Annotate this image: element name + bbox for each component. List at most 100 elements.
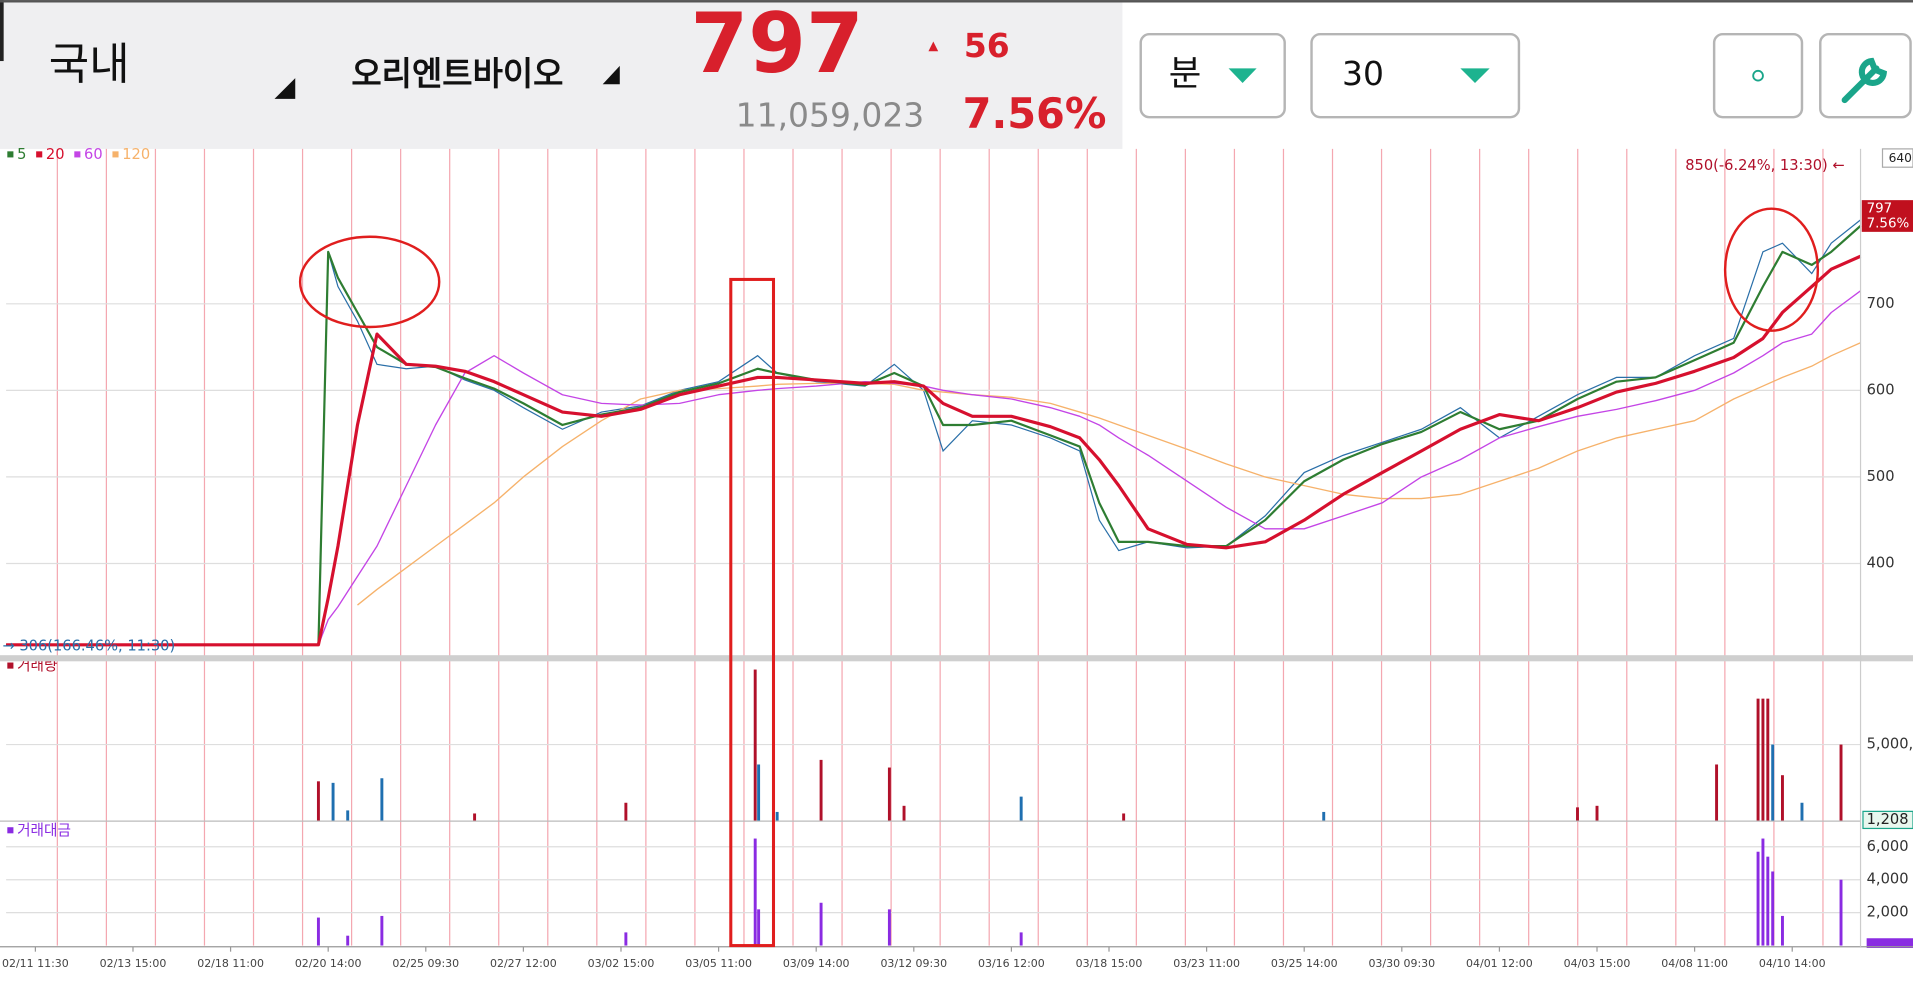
- legend-swatch: [74, 151, 81, 158]
- gear-icon[interactable]: [1752, 69, 1764, 82]
- x-tick-label: 03/05 11:00: [685, 957, 752, 970]
- legend-label: 120: [122, 146, 150, 163]
- bar: [624, 932, 628, 946]
- current-change-label: 7.56%: [1867, 216, 1910, 231]
- top-label-box: [1881, 148, 1913, 168]
- stock-name[interactable]: 오리엔트바이오: [351, 54, 563, 93]
- bar: [316, 917, 320, 946]
- bar: [346, 935, 350, 946]
- separators: [56, 148, 1824, 946]
- settings-button[interactable]: [1712, 32, 1804, 119]
- y-tick-label: 6,000: [1867, 838, 1909, 855]
- bar: [775, 811, 779, 822]
- y-tick-label: 600: [1867, 381, 1895, 398]
- panel-swatch: [7, 827, 14, 834]
- panel-title: 거래대금: [17, 822, 71, 839]
- change-pct: 7.56%: [963, 89, 1107, 138]
- bar: [624, 802, 628, 822]
- legend-swatch: [112, 151, 119, 158]
- unit-value[interactable]: 분: [1169, 54, 1202, 95]
- header-bar: [0, 0, 1123, 149]
- bar: [473, 813, 477, 822]
- bar: [1800, 802, 1804, 822]
- bar: [1771, 744, 1775, 822]
- y-tick-label: 400: [1867, 554, 1895, 571]
- x-tick-label: 03/23 11:00: [1173, 957, 1240, 970]
- x-tick-label: 02/13 15:00: [100, 957, 167, 970]
- bar: [380, 915, 384, 946]
- top-label: 640: [1889, 151, 1912, 165]
- bar: [887, 909, 891, 946]
- bar: [753, 669, 757, 822]
- user-rect: [729, 277, 776, 948]
- legend-swatch: [36, 151, 43, 158]
- price: 797: [691, 0, 864, 92]
- price-line: [6, 219, 1861, 646]
- x-tick-label: 02/11 11:30: [2, 957, 69, 970]
- period-dropdown[interactable]: [1310, 32, 1521, 119]
- bar: [1595, 805, 1599, 822]
- bar: [1322, 811, 1326, 822]
- volume: 11,059,023: [736, 96, 925, 135]
- bar: [1766, 856, 1770, 946]
- bar: [757, 909, 761, 946]
- bar: [1766, 698, 1770, 822]
- user-ellipse: [1723, 207, 1820, 332]
- up-arrow: [928, 41, 939, 52]
- y-tick-label: 500: [1867, 468, 1895, 485]
- bar: [757, 764, 761, 822]
- dropdown-arrow[interactable]: [1228, 68, 1257, 84]
- market[interactable]: 국내: [49, 39, 130, 90]
- bar: [331, 782, 335, 822]
- bar: [819, 759, 823, 822]
- x-tick-label: 03/09 14:00: [783, 957, 850, 970]
- bar: [1715, 764, 1719, 822]
- bar: [1756, 851, 1760, 946]
- x-tick-label: 04/01 12:00: [1466, 957, 1533, 970]
- dropdown-arrow[interactable]: [274, 78, 296, 99]
- ma-line: [357, 342, 1861, 606]
- edge-top: [0, 0, 1913, 3]
- dropdown-arrow[interactable]: [1460, 68, 1490, 84]
- x-tick-label: 03/16 12:00: [978, 957, 1045, 970]
- x-tick-label: 03/30 09:30: [1368, 957, 1435, 970]
- change: 56: [964, 26, 1010, 65]
- panel-divider: [0, 655, 1913, 662]
- bar: [1780, 915, 1784, 946]
- period-value[interactable]: 30: [1342, 54, 1384, 93]
- bar: [902, 805, 906, 822]
- max-label: 850(-6.24%, 13:30) ←: [1685, 157, 1844, 174]
- legend-label: 20: [46, 146, 65, 163]
- ma-line: [6, 225, 1862, 646]
- unit-dropdown[interactable]: [1139, 32, 1286, 119]
- bar: [1771, 871, 1775, 946]
- legend-swatch: [7, 151, 14, 158]
- dropdown-arrow[interactable]: [602, 65, 620, 85]
- x-tick-label: 04/08 11:00: [1661, 957, 1728, 970]
- x-tick-label: 02/27 12:00: [490, 957, 557, 970]
- min-label: → 306(166.46%, 11:30): [2, 638, 175, 655]
- bar: [1780, 775, 1784, 822]
- y-tick-label: 2,000: [1867, 904, 1909, 921]
- x-tick-label: 03/12 09:30: [880, 957, 947, 970]
- bar: [819, 902, 823, 946]
- bar: [1839, 879, 1843, 946]
- bar: [887, 767, 891, 822]
- current-amount-box: [1866, 938, 1913, 949]
- x-tick-label: 04/10 14:00: [1759, 957, 1826, 970]
- x-tick-label: 02/20 14:00: [295, 957, 362, 970]
- bar: [316, 781, 320, 822]
- x-tick-label: 03/18 15:00: [1076, 957, 1143, 970]
- x-tick-label: 03/02 15:00: [588, 957, 655, 970]
- wrench-icon[interactable]: [1841, 57, 1888, 104]
- legend-label: 5: [17, 146, 26, 163]
- bar: [1019, 796, 1023, 822]
- bar: [1839, 744, 1843, 822]
- y-tick-label: 5,000,0: [1867, 736, 1913, 753]
- x-tick-label: 03/25 14:00: [1271, 957, 1338, 970]
- bar: [346, 810, 350, 822]
- x-tick-label: 02/18 11:00: [197, 957, 264, 970]
- current-label-box: [1862, 810, 1913, 830]
